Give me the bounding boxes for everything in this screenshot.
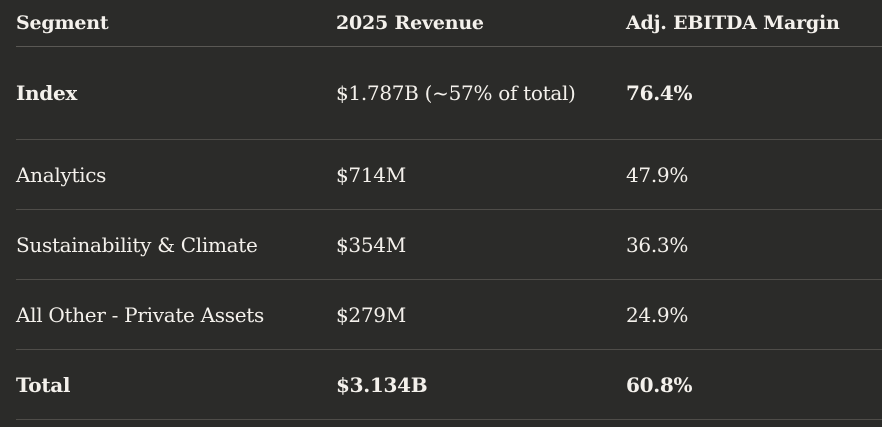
cell-segment: Sustainability & Climate [16, 209, 336, 280]
cell-segment: Analytics [16, 139, 336, 210]
segment-revenue-table: Segment 2025 Revenue Adj. EBITDA Margin … [16, 0, 882, 420]
cell-revenue: $3.134B [336, 349, 626, 420]
cell-margin: 76.4% [626, 46, 882, 140]
table-header: Segment 2025 Revenue Adj. EBITDA Margin [16, 0, 882, 47]
table-row: Analytics $714M 47.9% [16, 139, 882, 210]
table-body: Index $1.787B (~57% of total) 76.4% Anal… [16, 46, 882, 420]
cell-segment: Index [16, 46, 336, 140]
table-row: Sustainability & Climate $354M 36.3% [16, 209, 882, 280]
cell-revenue: $354M [336, 209, 626, 280]
cell-revenue: $279M [336, 279, 626, 350]
cell-margin: 36.3% [626, 209, 882, 280]
cell-margin: 24.9% [626, 279, 882, 350]
header-margin: Adj. EBITDA Margin [626, 0, 882, 47]
cell-margin: 60.8% [626, 349, 882, 420]
table-row: Index $1.787B (~57% of total) 76.4% [16, 46, 882, 140]
cell-segment: Total [16, 349, 336, 420]
cell-margin: 47.9% [626, 139, 882, 210]
table-row: All Other - Private Assets $279M 24.9% [16, 279, 882, 350]
cell-revenue: $714M [336, 139, 626, 210]
header-row: Segment 2025 Revenue Adj. EBITDA Margin [16, 0, 882, 47]
cell-revenue: $1.787B (~57% of total) [336, 46, 626, 140]
table-row-total: Total $3.134B 60.8% [16, 349, 882, 420]
cell-segment: All Other - Private Assets [16, 279, 336, 350]
header-segment: Segment [16, 0, 336, 47]
header-revenue: 2025 Revenue [336, 0, 626, 47]
